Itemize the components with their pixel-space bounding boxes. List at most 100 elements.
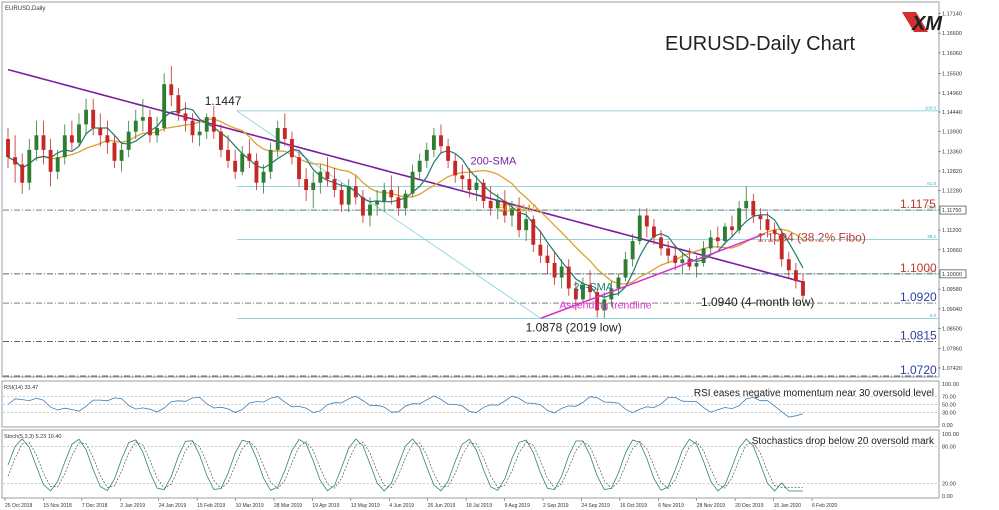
- candle-body: [133, 120, 138, 132]
- sma-label: 200-SMA: [471, 155, 518, 167]
- candle-body: [474, 182, 479, 190]
- date-tick-label: 19 Apr 2019: [312, 503, 339, 509]
- candle-body: [772, 230, 777, 234]
- candle-body: [609, 288, 614, 300]
- price-tick-label: 1.14440: [942, 110, 962, 116]
- date-tick-label: 2 Sep 2019: [543, 503, 569, 509]
- date-tick-label: 15 Nov 2018: [43, 503, 72, 509]
- candle-body: [552, 262, 557, 278]
- candle-body: [616, 277, 621, 289]
- candle-body: [169, 84, 174, 96]
- candle-body: [495, 200, 500, 209]
- fib-level-label: 0.0: [930, 313, 937, 318]
- candle-body: [226, 149, 230, 161]
- price-tick-label: 1.14960: [942, 91, 962, 97]
- candle-body: [62, 135, 67, 158]
- candle-body: [751, 200, 756, 216]
- date-tick-label: 18 Jul 2019: [466, 503, 492, 509]
- date-tick-label: 9 Aug 2019: [505, 503, 531, 509]
- date-tick-label: 15 Feb 2019: [197, 503, 225, 509]
- candle-body: [375, 200, 380, 205]
- price-tick-label: 1.07420: [942, 366, 962, 372]
- candle-body: [77, 124, 81, 143]
- candle-body: [382, 190, 387, 201]
- candle-body: [701, 248, 706, 263]
- rsi-tick-label: 30.00: [942, 411, 956, 417]
- date-tick-label: 10 Mar 2019: [236, 503, 264, 509]
- chart-labels: 200-SMA 50-SMA 20-SMA Ascending trendline 1.…: [205, 94, 866, 335]
- candle-body: [715, 237, 720, 242]
- level-label: 1.1175: [900, 197, 936, 211]
- price-annotation: 1.0940 (4-month low): [701, 295, 814, 309]
- candle-body: [744, 200, 749, 209]
- rsi-panel: [1, 380, 940, 428]
- date-tick-label: 28 Nov 2019: [697, 503, 726, 509]
- candle-body: [765, 219, 770, 231]
- candle-body: [6, 138, 10, 158]
- candle-body: [360, 197, 365, 216]
- xm-logo-text: XM: [911, 13, 943, 35]
- candle-body: [353, 186, 358, 198]
- candle-body: [20, 164, 25, 183]
- candle-body: [595, 292, 600, 311]
- rsi-tick-label: 100.00: [942, 382, 959, 388]
- price-tick-label: 1.11750: [942, 208, 961, 214]
- candle-body: [211, 117, 216, 132]
- candle-body: [332, 179, 337, 190]
- candle-body: [481, 182, 486, 201]
- candle-body: [673, 255, 678, 263]
- candle-body: [240, 153, 245, 172]
- candle-body: [793, 270, 798, 282]
- fibonacci-fan: [236, 110, 541, 319]
- candle-body: [368, 204, 372, 216]
- fib-level-label: 100.0: [925, 105, 937, 110]
- candle-body: [346, 186, 351, 205]
- price-tick-label: 1.10660: [942, 248, 962, 254]
- date-tick-label: 20 Dec 2019: [735, 503, 764, 509]
- candle-body: [190, 120, 195, 136]
- fib-level-label: 50.0: [927, 205, 936, 210]
- stoch-tick-label: 100.00: [942, 432, 959, 438]
- candle-body: [339, 190, 344, 205]
- date-tick-label: 26 Jun 2019: [428, 503, 456, 509]
- stoch-tick-label: 80.00: [942, 444, 956, 450]
- sma-200-path: [7, 68, 804, 283]
- candle-body: [573, 288, 578, 300]
- price-tick-label: 1.13900: [942, 130, 962, 136]
- candle-body: [297, 157, 301, 180]
- candle-body: [460, 175, 465, 180]
- rsi-axis: 100.00 70.00 50.00 30.00 0.00: [942, 382, 959, 429]
- candle-body: [282, 128, 287, 139]
- candle-body: [148, 117, 152, 136]
- candle-body: [69, 135, 74, 143]
- rsi-tick-label: 70.00: [942, 394, 956, 400]
- candle-body: [517, 208, 522, 231]
- candle-body: [261, 171, 266, 183]
- candle-body: [779, 233, 784, 260]
- candle-body: [126, 131, 131, 150]
- price-tick-label: 1.09040: [942, 307, 962, 313]
- candle-body: [254, 160, 259, 183]
- candle-body: [197, 131, 202, 136]
- candle-body: [730, 226, 734, 231]
- candle-body: [602, 299, 607, 311]
- candle-body: [453, 160, 458, 176]
- date-tick-label: 24 Jan 2019: [159, 503, 187, 509]
- candle-body: [233, 160, 238, 172]
- candle-body: [13, 157, 18, 165]
- date-tick-label: 7 Dec 2018: [82, 503, 108, 509]
- candle-body: [545, 255, 550, 263]
- candle-body: [467, 179, 472, 190]
- candlesticks: [6, 66, 805, 319]
- date-tick-label: 24 Sep 2019: [581, 503, 610, 509]
- price-tick-label: 1.15500: [942, 71, 962, 77]
- candle-body: [417, 160, 422, 172]
- candle-body: [559, 266, 564, 278]
- candle-body: [155, 128, 159, 136]
- candle-body: [524, 219, 529, 231]
- fib-level-label: 61.8: [927, 181, 936, 186]
- symbol-label: EURUSD,Daily: [5, 6, 45, 12]
- candle-body: [510, 208, 514, 216]
- candle-body: [41, 135, 46, 150]
